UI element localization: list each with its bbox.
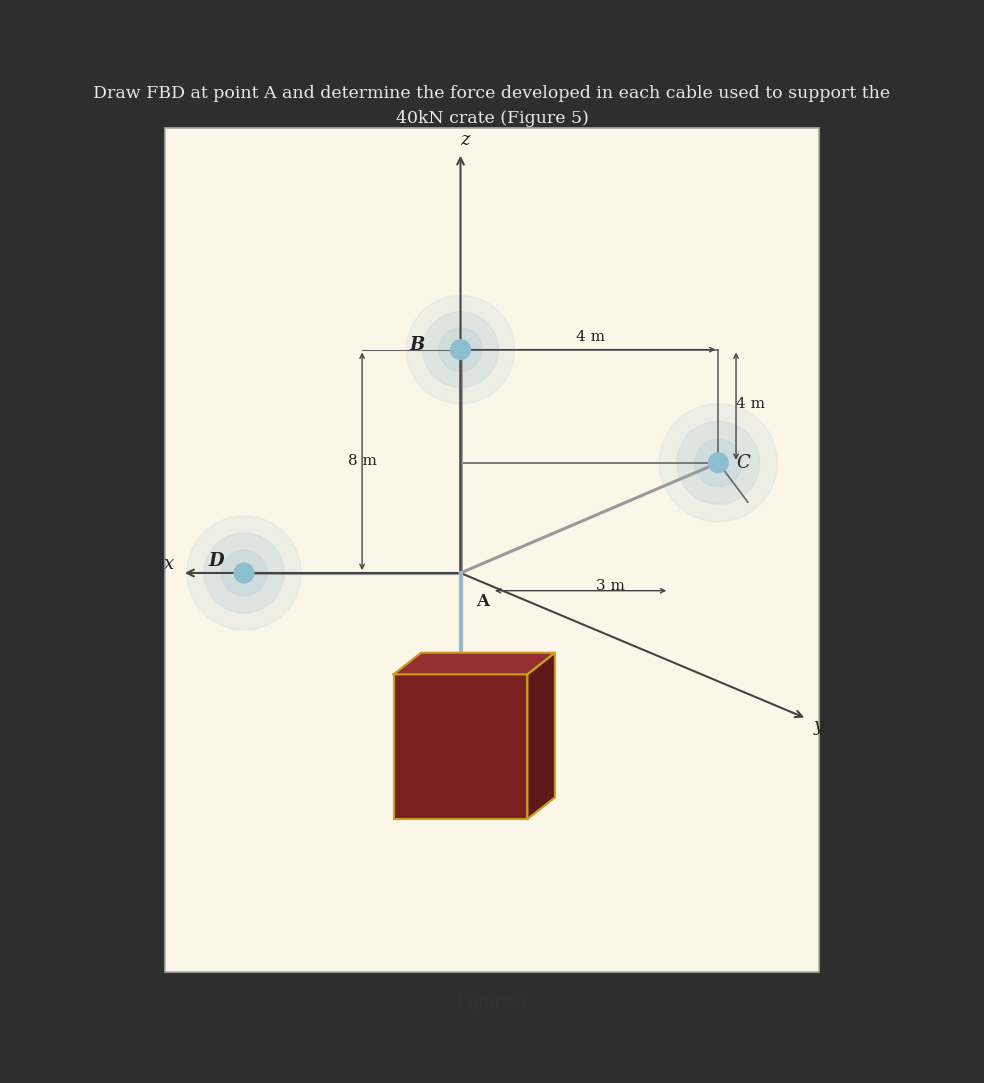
Polygon shape xyxy=(527,653,555,819)
Text: 4 m: 4 m xyxy=(736,396,765,410)
Circle shape xyxy=(677,421,760,504)
Circle shape xyxy=(221,550,267,596)
Bar xyxy=(394,675,527,819)
Circle shape xyxy=(708,453,728,472)
Polygon shape xyxy=(394,653,555,675)
Text: A: A xyxy=(476,592,489,610)
Text: 4 m: 4 m xyxy=(576,330,605,343)
Circle shape xyxy=(187,516,301,630)
Text: Draw FBD at point A and determine the force developed in each cable used to supp: Draw FBD at point A and determine the fo… xyxy=(93,86,891,102)
Text: x: x xyxy=(164,556,174,573)
Text: D: D xyxy=(209,552,224,570)
Circle shape xyxy=(234,563,254,583)
Text: 3 m: 3 m xyxy=(595,578,625,592)
Text: y: y xyxy=(814,717,824,734)
Text: 40kN crate (Figure 5): 40kN crate (Figure 5) xyxy=(396,109,588,127)
Circle shape xyxy=(423,312,499,388)
Circle shape xyxy=(451,340,470,360)
Text: Figure 5: Figure 5 xyxy=(457,993,527,1010)
Text: 8 m: 8 m xyxy=(347,454,377,468)
Text: B: B xyxy=(410,336,425,354)
Circle shape xyxy=(659,404,777,522)
Circle shape xyxy=(695,440,742,486)
Circle shape xyxy=(439,328,482,371)
Circle shape xyxy=(406,296,515,404)
Bar xyxy=(165,128,819,973)
Text: z: z xyxy=(460,131,469,149)
Circle shape xyxy=(204,533,284,613)
Text: C: C xyxy=(736,454,750,472)
